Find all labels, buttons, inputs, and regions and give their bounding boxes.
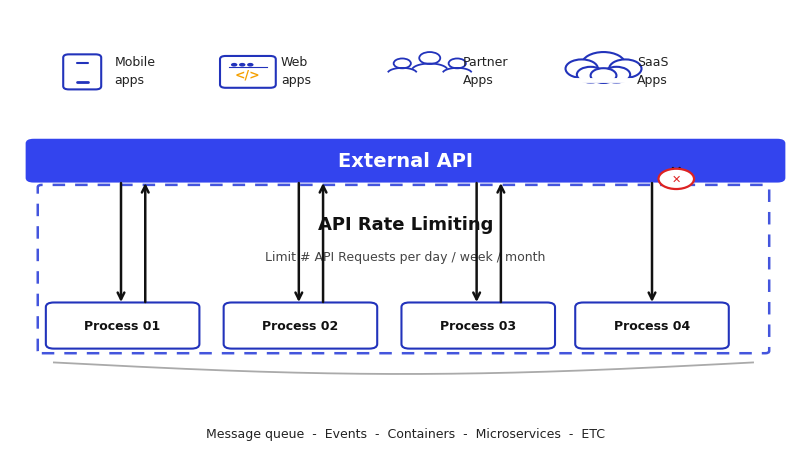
Circle shape bbox=[247, 64, 254, 68]
Circle shape bbox=[590, 69, 616, 84]
Text: Process 01: Process 01 bbox=[84, 319, 161, 332]
Circle shape bbox=[565, 60, 598, 79]
Text: Process 04: Process 04 bbox=[614, 319, 690, 332]
FancyBboxPatch shape bbox=[46, 303, 200, 349]
Text: Message queue  -  Events  -  Containers  -  Microservices  -  ETC: Message queue - Events - Containers - Mi… bbox=[206, 427, 605, 440]
Text: Web
apps: Web apps bbox=[281, 56, 311, 86]
Circle shape bbox=[231, 64, 238, 68]
Text: Process 03: Process 03 bbox=[440, 319, 517, 332]
Text: Process 02: Process 02 bbox=[262, 319, 338, 332]
Circle shape bbox=[603, 68, 630, 83]
Circle shape bbox=[577, 68, 604, 83]
Circle shape bbox=[609, 60, 642, 79]
Text: External API: External API bbox=[338, 152, 473, 171]
Text: Partner
Apps: Partner Apps bbox=[463, 56, 508, 86]
Text: Mobile
apps: Mobile apps bbox=[114, 56, 156, 86]
Text: SaaS
Apps: SaaS Apps bbox=[637, 56, 668, 86]
Circle shape bbox=[581, 53, 625, 78]
FancyBboxPatch shape bbox=[26, 139, 785, 183]
Circle shape bbox=[659, 169, 694, 190]
Text: ✕: ✕ bbox=[672, 175, 681, 184]
Text: API Rate Limiting: API Rate Limiting bbox=[318, 216, 493, 233]
FancyBboxPatch shape bbox=[224, 303, 377, 349]
FancyBboxPatch shape bbox=[575, 303, 729, 349]
Text: </>: </> bbox=[235, 68, 260, 81]
FancyBboxPatch shape bbox=[401, 303, 555, 349]
Text: Limit # API Requests per day / week / month: Limit # API Requests per day / week / mo… bbox=[265, 250, 546, 263]
Circle shape bbox=[239, 64, 246, 68]
